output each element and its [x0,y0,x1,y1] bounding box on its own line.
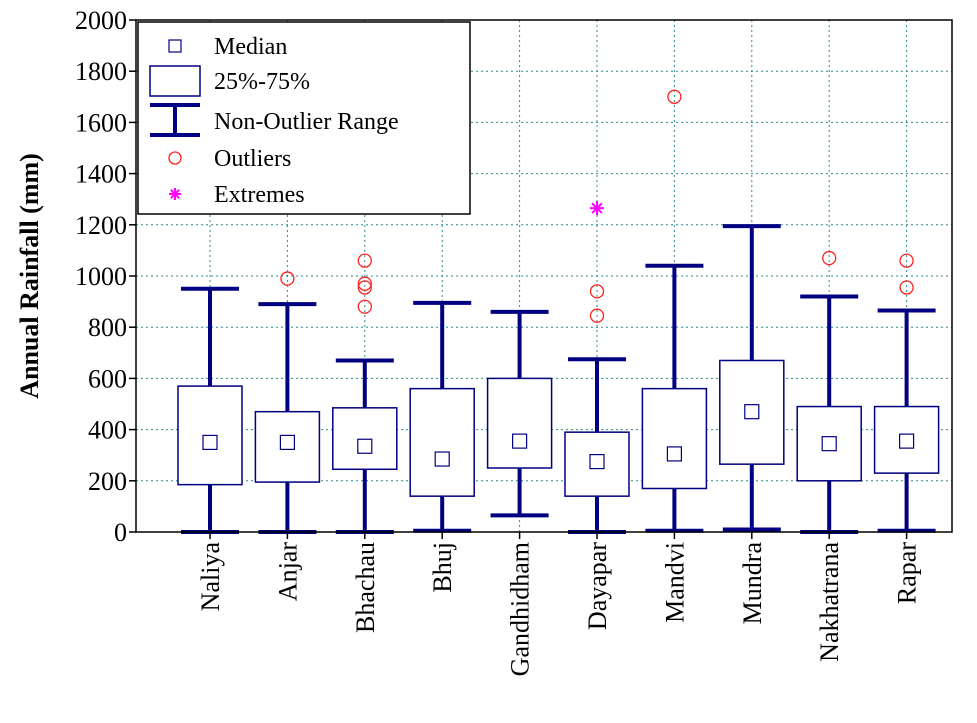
iqr-box [641,387,708,490]
outlier-point [899,280,914,295]
legend-item-outliers: Outliers [168,146,291,172]
legend-item-iqr: 25%-75% [149,65,310,97]
median-marker [898,433,915,449]
legend-label: Non-Outlier Range [214,109,399,135]
x-tick-label: Anjar [273,542,302,602]
median-marker [279,434,295,450]
x-tick-label: Mundra [738,542,767,625]
y-tick-label: 800 [88,313,127,342]
median-marker [744,404,760,420]
median-marker [202,434,218,450]
median-marker [821,436,837,452]
outlier-point [899,253,914,268]
x-tick-label: Gandhidham [506,542,535,676]
median-marker [511,433,528,449]
outlier-point [822,250,837,266]
x-tick-label: Bhachau [351,542,380,633]
y-tick-label: 400 [88,416,127,445]
box-mundra [719,224,785,532]
iqr-box [486,377,553,469]
median-marker [434,451,450,467]
iqr-box [332,407,398,471]
y-tick-label: 200 [88,467,127,496]
x-tick-label: Nakhatrana [815,542,844,662]
legend-iqr-symbol [149,65,201,97]
x-tick-label: Mandvi [660,542,689,623]
box-anjar [254,271,321,534]
outlier-point [357,299,372,314]
box-mandvi [641,89,708,533]
median-marker [589,454,605,470]
box-series [177,89,940,534]
y-tick-label: 1200 [75,211,127,240]
median-marker [666,446,683,462]
legend: Median 25%-75% Non-Outlier Range Outliers Ex… [137,21,471,215]
y-tick-label: 600 [88,364,127,393]
outlier-point [357,253,372,268]
y-tick-label: 1400 [75,160,127,189]
x-tick-label: Naliya [196,542,225,612]
outlier-point [589,284,605,299]
x-axis-ticks: Naliya Anjar Bhachau Bhuj Gandhidham Dayapar M… [196,532,922,676]
box-bhuj [409,300,475,533]
x-tick-label: Bhuj [428,542,457,593]
box-gandhidham [486,309,553,518]
outlier-point [357,280,372,295]
box-bhachau [332,253,398,534]
outlier-point [357,276,372,291]
legend-outlier-symbol [168,151,182,165]
box-dayapar [564,201,630,534]
legend-median-symbol [168,39,182,53]
extreme-point [591,202,603,214]
legend-item-range: Non-Outlier Range [150,103,399,137]
x-tick-label: Rapar [893,542,922,604]
iqr-box [409,387,475,497]
y-tick-label: 1600 [75,108,127,137]
y-tick-label: 1000 [75,262,127,291]
outlier-point [667,89,682,104]
legend-extreme-symbol [170,189,180,199]
median-marker [357,438,373,454]
y-axis-title: Annual Rainfall (mm) [15,153,44,399]
y-tick-label: 1800 [75,57,127,86]
y-axis-ticks: 0 200 400 600 800 1000 1200 1400 1600 1800 2000 [75,6,136,547]
legend-item-extremes: Extremes [169,182,305,208]
box-rapar [873,253,940,533]
y-tick-label: 2000 [75,6,127,35]
x-tick-label: Dayapar [583,542,612,630]
outlier-point [280,271,295,286]
y-tick-label: 0 [114,518,127,547]
box-naliya [177,286,243,534]
outlier-point [589,308,605,323]
legend-item-median: Median [168,34,287,60]
box-nakhatrana [796,250,862,534]
legend-label: Outliers [214,146,291,172]
legend-label: 25%-75% [214,69,310,95]
legend-label: Extremes [214,182,305,208]
legend-label: Median [214,34,287,60]
legend-frame [137,21,471,215]
